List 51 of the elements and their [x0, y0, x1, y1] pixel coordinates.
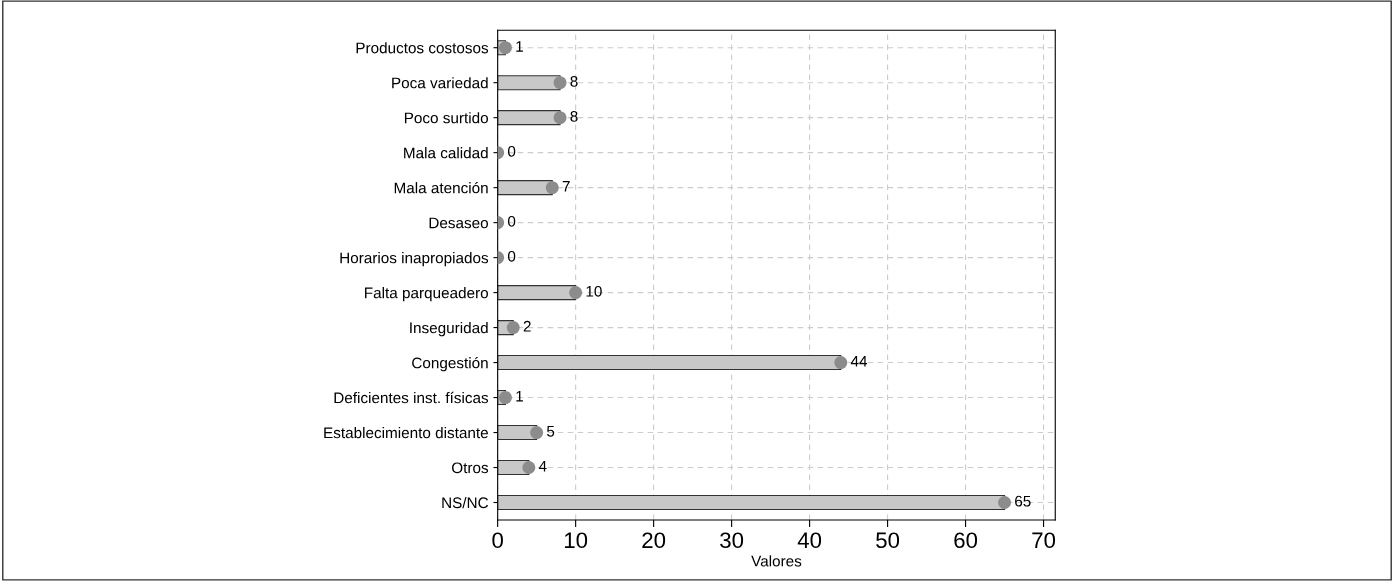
- y-tick-label: Productos costosos: [356, 42, 489, 54]
- point: [498, 41, 512, 55]
- x-tick-label: 50: [876, 532, 900, 549]
- point: [553, 111, 567, 125]
- y-tick-label: Mala atención: [394, 181, 488, 194]
- data-label: 7: [562, 181, 570, 192]
- data-label: 2: [523, 320, 531, 332]
- data-label: 65: [1015, 495, 1031, 507]
- y-tick-label: Otros: [452, 462, 489, 474]
- point: [545, 181, 559, 195]
- data-label: 4: [538, 460, 547, 472]
- y-tick-label: Falta parqueadero: [365, 287, 488, 302]
- x-tick-label: 60: [954, 532, 978, 549]
- x-tick-label: 70: [1032, 532, 1056, 549]
- x-tick-label: 40: [797, 532, 822, 549]
- y-tick-label: Inseguridad: [410, 322, 488, 337]
- y-tick-label: Poco surtido: [404, 112, 488, 124]
- x-tick-label: 0: [492, 532, 503, 549]
- point: [834, 356, 848, 370]
- point: [498, 391, 512, 405]
- data-label: 8: [570, 110, 578, 122]
- y-tick-label: Establecimiento distante: [324, 427, 488, 439]
- y-tick-label: Desaseo: [429, 217, 488, 229]
- data-label: 10: [586, 285, 602, 297]
- y-tick-label: NS/NC: [442, 496, 489, 509]
- x-tick-label: 30: [720, 532, 744, 549]
- data-label: 0: [507, 145, 516, 157]
- point: [553, 76, 567, 90]
- y-tick-label: Congestión: [412, 356, 488, 372]
- bar: [497, 180, 553, 196]
- data-label: 0: [507, 250, 516, 262]
- point: [530, 426, 544, 440]
- data-label: 0: [507, 215, 516, 227]
- data-label: 1: [516, 390, 523, 402]
- data-label: 44: [850, 356, 868, 367]
- point: [522, 461, 536, 475]
- data-label: 5: [546, 425, 555, 437]
- x-axis-title: Valores: [751, 555, 802, 567]
- data-label: 1: [516, 41, 523, 52]
- y-tick-label: Deficientes inst. físicas: [334, 391, 489, 404]
- point: [998, 495, 1012, 510]
- y-tick-label: Horarios inapropiados: [340, 252, 489, 267]
- data-label: 8: [570, 75, 578, 87]
- y-tick-label: Poca variedad: [392, 77, 488, 89]
- y-tick-label: Mala calidad: [404, 147, 488, 159]
- x-tick-label: 10: [564, 532, 588, 549]
- bar: [497, 110, 561, 126]
- x-tick-label: 20: [642, 532, 666, 549]
- bar: [497, 75, 561, 91]
- point: [569, 286, 583, 300]
- point: [506, 321, 520, 335]
